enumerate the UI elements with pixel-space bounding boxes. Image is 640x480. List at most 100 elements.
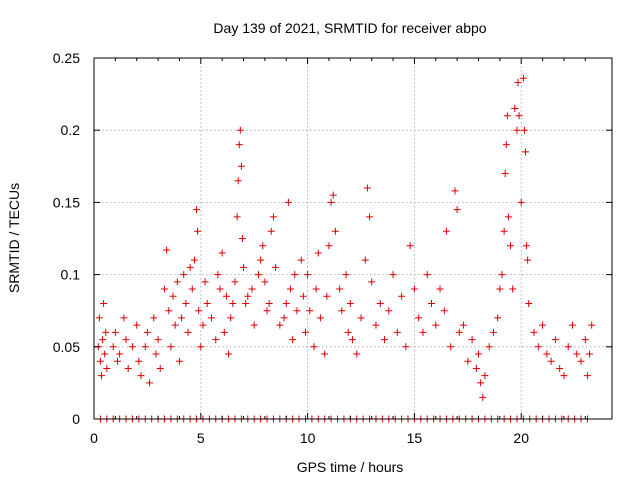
data-point xyxy=(216,285,224,293)
data-point xyxy=(419,328,427,336)
data-point xyxy=(186,263,194,271)
data-point xyxy=(116,350,124,358)
data-point xyxy=(455,328,463,336)
data-point xyxy=(265,299,273,307)
data-point xyxy=(250,321,258,329)
data-point xyxy=(299,292,307,300)
data-point xyxy=(577,357,585,365)
data-point xyxy=(316,314,324,322)
data-point xyxy=(481,372,489,380)
data-point xyxy=(152,350,160,358)
data-point xyxy=(581,336,589,344)
data-point xyxy=(336,285,344,293)
data-point xyxy=(97,372,105,380)
data-point xyxy=(460,321,468,329)
data-point xyxy=(238,235,246,242)
data-point xyxy=(329,191,337,199)
data-point xyxy=(398,292,406,300)
data-point xyxy=(304,271,312,279)
data-point xyxy=(547,357,555,365)
data-point xyxy=(556,364,564,372)
data-point xyxy=(385,307,393,315)
data-point xyxy=(543,350,551,358)
data-point xyxy=(220,328,228,336)
axis-ticks: 0 0.05 0.1 0.15 0.2 0.25 0 5 10 15 20 xyxy=(53,50,612,446)
data-point xyxy=(259,242,267,250)
data-point xyxy=(143,328,151,336)
data-point xyxy=(233,213,241,221)
y-tick-label: 0.15 xyxy=(53,194,80,210)
data-point xyxy=(184,328,192,336)
data-point xyxy=(503,112,511,120)
data-point xyxy=(410,285,418,293)
data-point xyxy=(197,343,205,351)
data-point xyxy=(180,271,188,279)
data-point xyxy=(293,307,301,315)
data-point xyxy=(150,314,158,322)
data-point xyxy=(501,170,509,178)
data-point xyxy=(393,328,401,336)
data-points xyxy=(94,74,596,423)
data-point xyxy=(511,105,519,113)
data-point xyxy=(171,321,179,329)
y-tick-label: 0.05 xyxy=(53,339,80,355)
data-point xyxy=(310,343,318,351)
data-point xyxy=(453,206,461,214)
data-point xyxy=(236,126,244,134)
data-point xyxy=(178,314,186,322)
x-tick-label: 10 xyxy=(300,430,316,446)
data-point xyxy=(406,242,414,250)
y-tick-label: 0.1 xyxy=(61,267,81,283)
plot-frame xyxy=(93,57,613,420)
data-point xyxy=(428,299,436,307)
data-point xyxy=(234,177,242,185)
data-point xyxy=(534,343,542,351)
data-point xyxy=(100,299,108,307)
data-point xyxy=(284,198,292,206)
data-point xyxy=(99,336,107,344)
data-point xyxy=(539,321,547,329)
data-point xyxy=(160,285,168,293)
data-point xyxy=(301,328,309,336)
data-point xyxy=(560,372,568,380)
data-point xyxy=(201,278,209,286)
data-point xyxy=(372,321,380,329)
x-axis-label: GPS time / hours xyxy=(297,459,404,475)
data-point xyxy=(169,292,177,300)
data-point xyxy=(282,299,290,307)
data-point xyxy=(231,278,239,286)
data-point xyxy=(195,307,203,315)
data-point xyxy=(175,357,183,365)
data-point xyxy=(464,357,472,365)
y-tick-label: 0 xyxy=(72,411,80,427)
data-point xyxy=(321,350,329,358)
data-point xyxy=(207,314,215,322)
data-point xyxy=(165,307,173,315)
data-point xyxy=(276,321,284,329)
data-point xyxy=(442,227,450,235)
data-point xyxy=(327,198,335,206)
data-point xyxy=(95,314,103,322)
data-point xyxy=(242,299,250,307)
x-tick-label: 5 xyxy=(197,430,205,446)
data-point xyxy=(500,227,508,235)
chart-title: Day 139 of 2021, SRMTID for receiver abp… xyxy=(213,20,486,36)
data-point xyxy=(361,256,369,264)
data-point xyxy=(237,162,245,170)
data-point xyxy=(146,379,154,387)
data-point xyxy=(188,285,196,293)
data-point xyxy=(509,285,517,293)
data-point xyxy=(306,307,314,315)
data-point xyxy=(423,271,431,279)
data-point xyxy=(402,343,410,351)
data-point xyxy=(568,321,576,329)
data-point xyxy=(479,393,487,401)
y-tick-label: 0.2 xyxy=(61,122,81,138)
data-point xyxy=(102,328,110,336)
x-tick-label: 0 xyxy=(90,430,98,446)
data-point xyxy=(524,256,532,264)
data-point xyxy=(381,336,389,344)
data-point xyxy=(415,314,423,322)
y-axis-label: SRMTID / TECUs xyxy=(6,183,22,293)
